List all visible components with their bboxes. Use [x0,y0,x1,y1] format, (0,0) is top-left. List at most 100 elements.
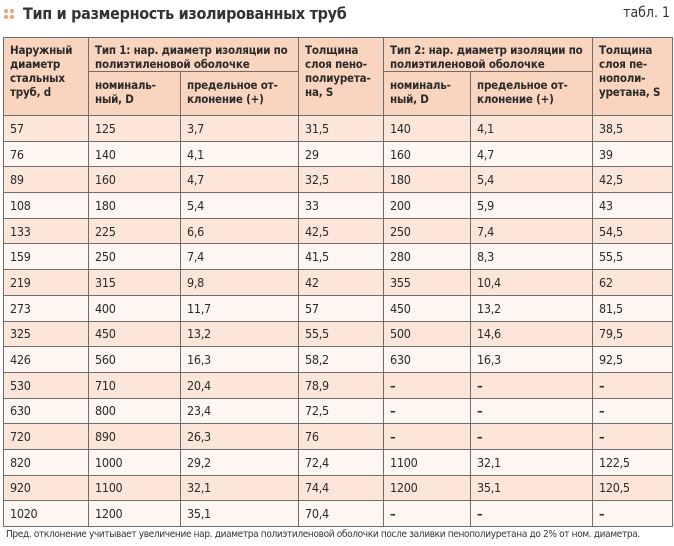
cell-type1-nominal: 1200 [88,500,181,527]
cell-thickness2: 62 [592,269,674,296]
table-row: 219 315 9,8 42 355 10,4 62 [3,269,674,296]
cell-type1-deviation: 5,4 [179,192,300,219]
cell-outer-diameter: 133 [3,217,89,245]
cell-type2-nominal: 180 [383,166,472,194]
cell-type2-deviation: 16,3 [470,346,594,373]
cell-thickness1: 42,5 [298,217,385,245]
cell-thickness1: 32,5 [298,166,385,194]
header-nominal2: номиналь-ный, D [383,71,472,116]
cell-thickness1: 72,5 [298,397,385,425]
cell-outer-diameter: 426 [3,346,89,373]
cell-type2-nominal: – [383,423,472,450]
cell-thickness2: 54,5 [592,217,674,245]
cell-type2-nominal: 160 [383,140,472,168]
cell-type1-deviation: 4,1 [179,140,300,168]
header-nominal1: номиналь-ный, D [88,71,181,116]
cell-type2-deviation: – [470,500,594,527]
cell-thickness2: 55,5 [592,243,674,271]
cell-type2-nominal: 280 [383,243,472,271]
cell-thickness1: 57 [298,294,385,322]
cell-type1-nominal: 225 [88,217,181,245]
header-outer-diameter: Наружный диаметр стальных труб, d [3,37,89,116]
cell-thickness1: 70,4 [298,500,385,527]
table-row: 57 125 3,7 31,5 140 4,1 38,5 [3,115,674,142]
table-row: 273 400 11,7 57 450 13,2 81,5 [3,294,674,322]
cell-type1-deviation: 32,1 [179,474,300,502]
table-row: 426 560 16,3 58,2 630 16,3 92,5 [3,346,674,373]
cell-type2-deviation: 5,4 [470,166,594,194]
cell-outer-diameter: 325 [3,320,89,348]
cell-type2-deviation: 10,4 [470,269,594,296]
cell-type2-nominal: 450 [383,294,472,322]
cell-thickness1: 58,2 [298,346,385,373]
table-row: 920 1100 32,1 74,4 1200 35,1 120,5 [3,474,674,502]
cell-thickness2: 81,5 [592,294,674,322]
cell-type2-deviation: – [470,397,594,425]
cell-type1-deviation: 3,7 [179,115,300,142]
cell-type2-nominal: 140 [383,115,472,142]
cell-type1-nominal: 710 [88,371,181,399]
cell-thickness2: 38,5 [592,115,674,142]
cell-type1-nominal: 140 [88,140,181,168]
cell-type1-nominal: 180 [88,192,181,219]
cell-type2-deviation: 8,3 [470,243,594,271]
cell-thickness1: 78,9 [298,371,385,399]
cell-type2-deviation: 13,2 [470,294,594,322]
table-row: 820 1000 29,2 72,4 1100 32,1 122,5 [3,448,674,476]
table-row: 530 710 20,4 78,9– – – [3,371,674,399]
cell-outer-diameter: 76 [3,140,89,168]
cell-type1-nominal: 250 [88,243,181,271]
header-thickness2: Толщина слоя пе-нополи-уретана, S [592,37,674,116]
table-row: 133 225 6,6 42,5 250 7,4 54,5 [3,217,674,245]
cell-outer-diameter: 108 [3,192,89,219]
cell-type1-deviation: 9,8 [179,269,300,296]
table-label: табл. 1 [623,5,670,21]
cell-outer-diameter: 159 [3,243,89,271]
cell-type1-deviation: 4,7 [179,166,300,194]
cell-outer-diameter: 57 [3,115,89,142]
cell-thickness2: – [592,371,674,399]
cell-type2-nominal: 355 [383,269,472,296]
cell-type2-deviation: 4,7 [470,140,594,168]
cell-thickness2: 120,5 [592,474,674,502]
table-row: 89 160 4,7 32,5 180 5,4 42,5 [3,166,674,194]
cell-type2-deviation: – [470,423,594,450]
header-thickness1: Толщина слоя пено-полиурета-на, S [298,37,385,116]
cell-thickness2: 43 [592,192,674,219]
cell-thickness1: 41,5 [298,243,385,271]
header-type1: Тип 1: нар. диаметр изоляции по полиэтил… [87,37,300,72]
cell-type1-deviation: 13,2 [179,320,300,348]
header-deviation2: предельное от-клонение (+) [470,71,594,116]
cell-type1-nominal: 400 [88,294,181,322]
cell-type2-deviation: 4,1 [470,115,594,142]
cell-type2-deviation: 5,9 [470,192,594,219]
cell-thickness1: 42 [298,269,385,296]
table-row: 108 180 5,4 33 200 5,9 43 [3,192,674,219]
cell-type1-deviation: 7,4 [179,243,300,271]
cell-type1-deviation: 6,6 [179,217,300,245]
cell-outer-diameter: 89 [3,166,89,194]
cell-thickness2: – [592,500,674,527]
cell-outer-diameter: 273 [3,294,89,322]
cell-type2-nominal: 200 [383,192,472,219]
cell-thickness1: 29 [298,140,385,168]
cell-outer-diameter: 1020 [3,500,89,527]
cell-type1-deviation: 29,2 [179,448,300,476]
cell-type1-nominal: 125 [88,115,181,142]
cell-type1-nominal: 800 [88,397,181,425]
cell-thickness2: 79,5 [592,320,674,348]
cell-type1-nominal: 1100 [88,474,181,502]
cell-type2-deviation: – [470,371,594,399]
cell-outer-diameter: 219 [3,269,89,296]
cell-outer-diameter: 920 [3,474,89,502]
cell-outer-diameter: 630 [3,397,89,425]
cell-thickness2: 39 [592,140,674,168]
table-title: Тип и размерность изолированных труб [4,4,347,23]
pipe-dimensions-table: Наружный диаметр стальных труб, d Тип 1:… [3,37,674,527]
cell-type1-deviation: 16,3 [179,346,300,373]
header-deviation1: предельное от-клонение (+) [179,71,300,116]
cell-type1-nominal: 160 [88,166,181,194]
cell-type2-nominal: – [383,500,472,527]
cell-type2-nominal: – [383,397,472,425]
table-row: 720 890 26,3 76– – – [3,423,674,450]
